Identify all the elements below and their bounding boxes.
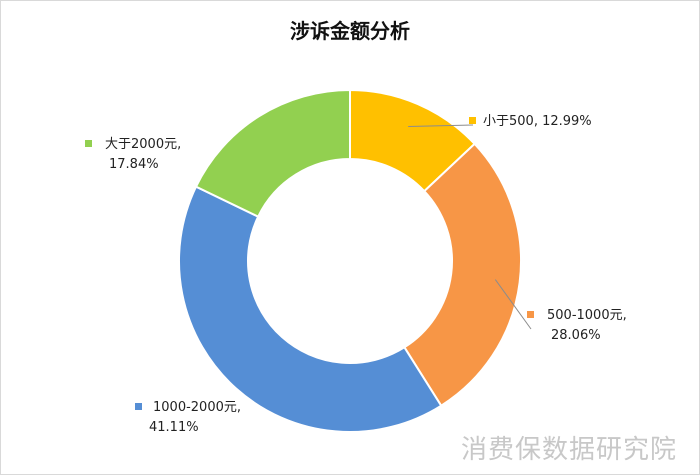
chart-title: 涉诉金额分析 xyxy=(290,19,410,43)
label-color-marker-2 xyxy=(527,311,534,318)
watermark-text: 消费保数据研究院 xyxy=(460,435,677,465)
data-label-line1-1: 小于500, 12.99% xyxy=(483,114,592,129)
leader-line-2 xyxy=(494,279,532,330)
data-label-line2-3: 41.11% xyxy=(149,420,199,435)
data-label-line2-2: 28.06% xyxy=(551,328,601,343)
data-label-line1-2: 500-1000元, xyxy=(547,308,627,323)
label-color-marker-3 xyxy=(135,403,142,410)
label-color-marker-4 xyxy=(85,140,92,147)
data-label-line1-3: 1000-2000元, xyxy=(153,400,241,415)
label-color-marker-1 xyxy=(469,117,476,124)
leader-line-1 xyxy=(408,124,474,128)
donut-slice-3 xyxy=(178,185,443,433)
data-label-line2-4: 17.84% xyxy=(109,157,159,172)
data-label-1: 小于500, 12.99% xyxy=(469,114,592,129)
data-label-2: 500-1000元, 28.06% xyxy=(527,308,627,343)
data-label-3: 1000-2000元, 41.11% xyxy=(135,400,241,435)
donut-slice-2 xyxy=(403,142,522,408)
data-label-4: 大于2000元, 17.84% xyxy=(85,137,181,172)
data-label-line1-4: 大于2000元, xyxy=(105,137,181,152)
donut-slice-4 xyxy=(194,88,351,218)
